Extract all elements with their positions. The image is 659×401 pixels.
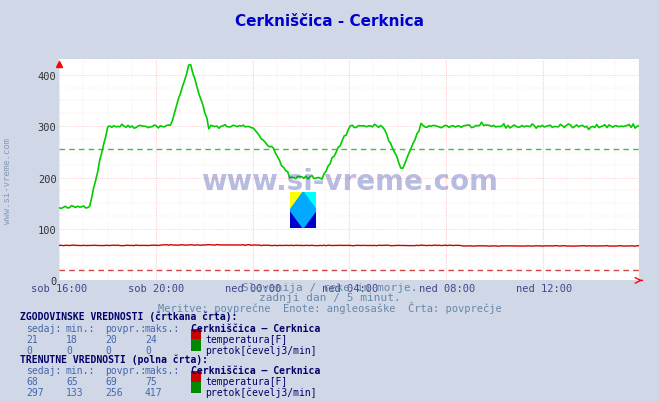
Text: maks.:: maks.: [145,365,180,375]
Text: 20: 20 [105,334,117,344]
Text: pretok[čevelj3/min]: pretok[čevelj3/min] [206,345,317,355]
Text: 297: 297 [26,387,44,397]
Text: 0: 0 [105,345,111,355]
Text: sedaj:: sedaj: [26,323,61,333]
Text: 68: 68 [26,376,38,386]
Text: 18: 18 [66,334,78,344]
Text: zadnji dan / 5 minut.: zadnji dan / 5 minut. [258,292,401,302]
Text: pretok[čevelj3/min]: pretok[čevelj3/min] [206,387,317,397]
Text: Cerkniščica – Cerknica: Cerkniščica – Cerknica [191,365,320,375]
Text: povpr.:: povpr.: [105,323,146,333]
Text: min.:: min.: [66,365,96,375]
Text: ZGODOVINSKE VREDNOSTI (črtkana črta):: ZGODOVINSKE VREDNOSTI (črtkana črta): [20,311,237,321]
Text: min.:: min.: [66,323,96,333]
Text: 75: 75 [145,376,157,386]
Text: 0: 0 [145,345,151,355]
Text: 24: 24 [145,334,157,344]
Polygon shape [290,211,316,229]
Text: 0: 0 [66,345,72,355]
Text: 417: 417 [145,387,163,397]
Text: sedaj:: sedaj: [26,365,61,375]
Text: temperatura[F]: temperatura[F] [206,376,288,386]
Text: 0: 0 [26,345,32,355]
Text: maks.:: maks.: [145,323,180,333]
Text: 256: 256 [105,387,123,397]
Polygon shape [303,192,316,211]
Text: Slovenija / reke in morje.: Slovenija / reke in morje. [242,283,417,293]
Text: TRENUTNE VREDNOSTI (polna črta):: TRENUTNE VREDNOSTI (polna črta): [20,354,208,365]
Text: temperatura[F]: temperatura[F] [206,334,288,344]
Text: 21: 21 [26,334,38,344]
Text: Cerkniščica - Cerknica: Cerkniščica - Cerknica [235,14,424,29]
Text: 133: 133 [66,387,84,397]
Text: Meritve: povprečne  Enote: angleosaške  Črta: povprečje: Meritve: povprečne Enote: angleosaške Čr… [158,301,501,313]
Polygon shape [290,192,316,229]
Text: 65: 65 [66,376,78,386]
Text: 69: 69 [105,376,117,386]
Text: www.si-vreme.com: www.si-vreme.com [3,138,13,223]
Polygon shape [290,192,303,211]
Text: www.si-vreme.com: www.si-vreme.com [201,168,498,195]
Text: Cerkniščica – Cerknica: Cerkniščica – Cerknica [191,323,320,333]
Text: povpr.:: povpr.: [105,365,146,375]
